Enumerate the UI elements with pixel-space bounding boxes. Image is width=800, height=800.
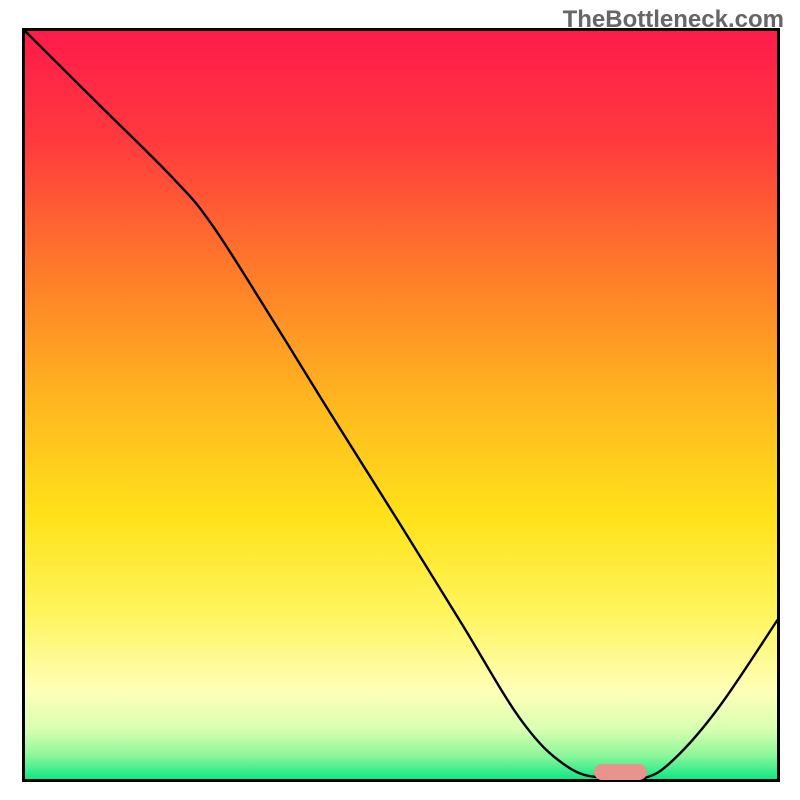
chart-plot-area [22, 28, 780, 782]
chart-svg [22, 28, 780, 782]
optimum-marker [594, 764, 647, 780]
